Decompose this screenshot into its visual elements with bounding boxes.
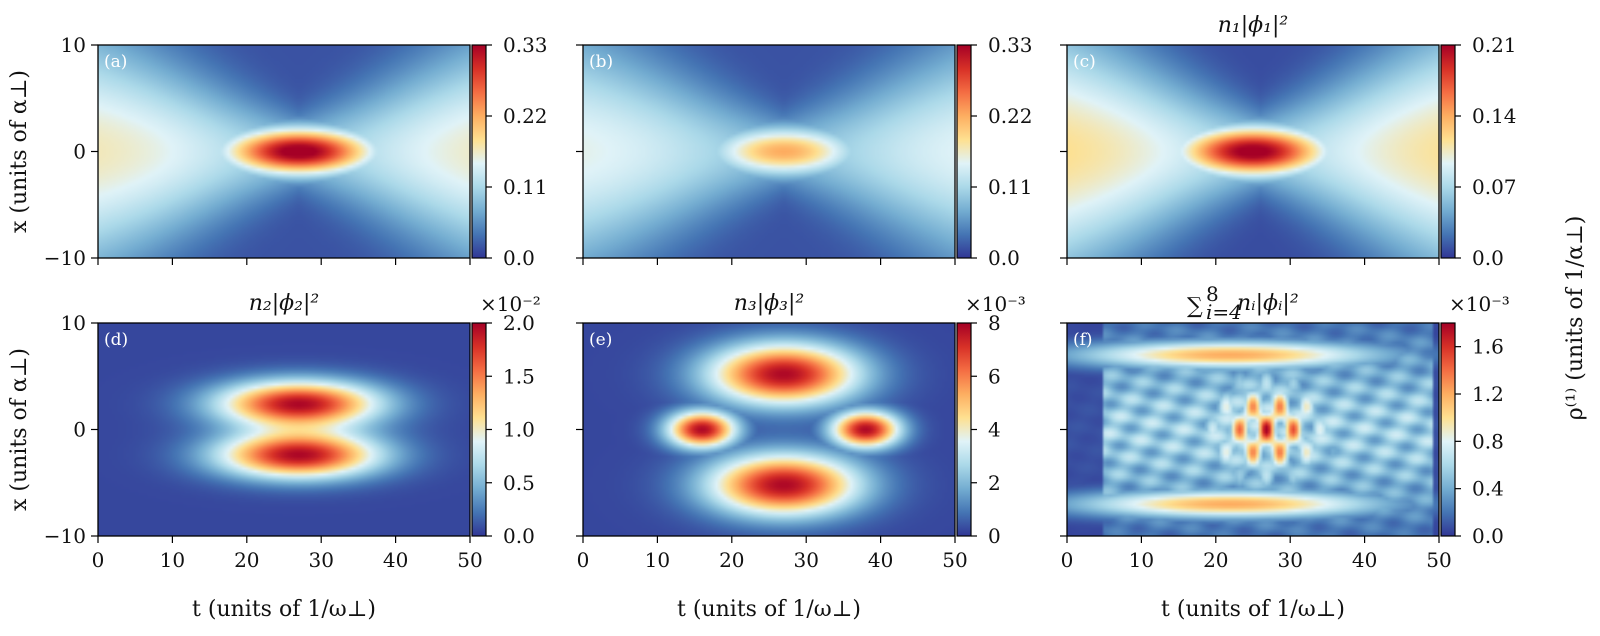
x-tick-label: 40 [383,548,408,572]
panel-label: (f) [1073,330,1093,350]
colorbar-tick-label: 2.0 [503,311,535,335]
panel-title: n₂|ϕ₂|² [249,291,319,316]
panel-label: (b) [589,52,613,72]
heatmap-image [98,323,470,536]
colorbar-tick-label: 1.2 [1472,382,1504,406]
colorbar-tick-label: 0.0 [988,246,1020,270]
colorbar-tick-label: 0.4 [1472,477,1504,501]
colorbar-tick-label: 0 [988,524,1001,548]
x-tick-label: 50 [457,548,482,572]
colorbar [471,44,487,259]
x-tick-label: 40 [868,548,893,572]
colorbar-tick-label: 1.0 [503,418,535,442]
x-tick-label: 50 [942,548,967,572]
colorbar-tick-label: 0.0 [503,246,535,270]
colorbar [956,322,972,537]
colorbar-tick-label: 0.14 [1472,104,1517,128]
colorbar-tick-label: 6 [988,364,1001,388]
heatmap-image [583,323,955,536]
colorbar-tick-label: 0.8 [1472,429,1504,453]
x-tick-label: 10 [160,548,185,572]
colorbar-tick-label: 0.11 [988,175,1033,199]
x-tick-label: 20 [719,548,744,572]
colorbar-tick-label: 0.07 [1472,175,1517,199]
x-tick-label: 0 [577,548,590,572]
colorbar [471,322,487,537]
heatmap-image [1067,323,1439,536]
panel-label: (a) [104,52,127,72]
x-tick-label: 10 [1129,548,1154,572]
x-axis-label: t (units of 1/ω⊥) [1161,597,1345,622]
colorbar [1440,44,1456,259]
x-tick-label: 30 [308,548,333,572]
colorbar-tick-label: 0.0 [503,524,535,548]
colorbar-tick-label: 0.21 [1472,33,1517,57]
panel-title: n₁|ϕ₁|² [1218,13,1288,38]
colorbar-tick-label: 0.0 [1472,246,1504,270]
y-tick-label: −10 [44,246,86,270]
colorbar-multiplier: ×10⁻³ [1449,292,1510,316]
panel-title-sum-upper: 8 [1206,282,1219,306]
y-tick-label: 10 [61,311,86,335]
heatmap-image [98,45,470,258]
y-axis-label: x (units of α⊥) [7,70,32,233]
colorbar-tick-label: 1.5 [503,364,535,388]
colorbar-tick-label: 0.33 [988,33,1033,57]
colorbar-tick-label: 8 [988,311,1001,335]
colorbar-multiplier: ×10⁻³ [965,292,1026,316]
colorbar-tick-label: 4 [988,418,1001,442]
x-tick-label: 10 [645,548,670,572]
x-axis-label: t (units of 1/ω⊥) [677,597,861,622]
x-tick-label: 0 [92,548,105,572]
colorbar-tick-label: 0.22 [503,104,548,128]
colorbar-tick-label: 0.33 [503,33,548,57]
x-axis-label: t (units of 1/ω⊥) [192,597,376,622]
y-axis-label: x (units of α⊥) [7,348,32,511]
colorbar-multiplier: ×10⁻² [480,292,541,316]
x-tick-label: 20 [234,548,259,572]
y-tick-label: 10 [61,33,86,57]
panel-label: (e) [589,330,612,350]
panel-title-sum-lower: i=4 [1206,300,1242,324]
colorbar [1440,322,1456,537]
y-tick-label: −10 [44,524,86,548]
colorbar-tick-label: 1.6 [1472,335,1504,359]
colorbar-tick-label: 0.5 [503,471,535,495]
panel-label: (c) [1073,52,1096,72]
heatmap-image [583,45,955,258]
heatmap-image [1067,45,1439,258]
x-tick-label: 0 [1061,548,1074,572]
colorbar [956,44,972,259]
x-tick-label: 20 [1203,548,1228,572]
colorbar-tick-label: 0.22 [988,104,1033,128]
panel-title: n₃|ϕ₃|² [734,291,804,316]
colorbar-tick-label: 2 [988,471,1001,495]
panel-title-sum-body: nᵢ|ϕᵢ|² [1237,291,1299,316]
colorbar-tick-label: 0.11 [503,175,548,199]
y-tick-label: 0 [73,140,86,164]
x-tick-label: 50 [1426,548,1451,572]
x-tick-label: 30 [1277,548,1302,572]
panel-label: (d) [104,330,128,350]
y-tick-label: 0 [73,418,86,442]
colorbar-tick-label: 0.0 [1472,524,1504,548]
panel-title-sum-sign: ∑ [1187,294,1203,319]
x-tick-label: 40 [1352,548,1377,572]
x-tick-label: 30 [793,548,818,572]
colorbar-axis-label: ρ⁽¹⁾ (units of 1/α⊥) [1563,216,1588,421]
